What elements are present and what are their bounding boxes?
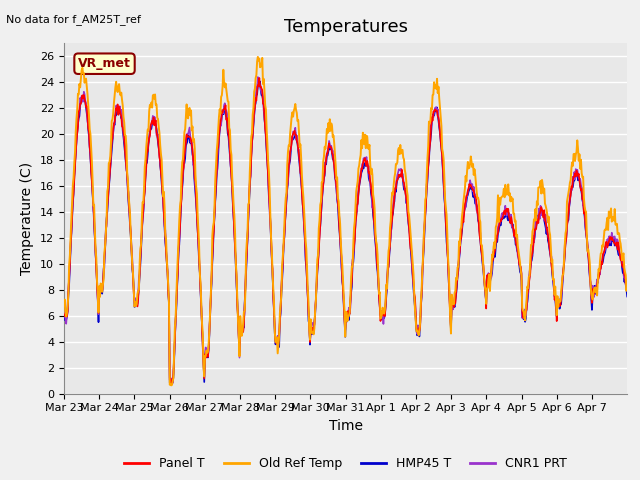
Y-axis label: Temperature (C): Temperature (C) bbox=[20, 162, 35, 275]
Legend: Panel T, Old Ref Temp, HMP45 T, CNR1 PRT: Panel T, Old Ref Temp, HMP45 T, CNR1 PRT bbox=[120, 453, 572, 475]
Text: No data for f_AM25T_ref: No data for f_AM25T_ref bbox=[6, 14, 141, 25]
Title: Temperatures: Temperatures bbox=[284, 18, 408, 36]
X-axis label: Time: Time bbox=[328, 419, 363, 433]
Text: VR_met: VR_met bbox=[78, 57, 131, 70]
